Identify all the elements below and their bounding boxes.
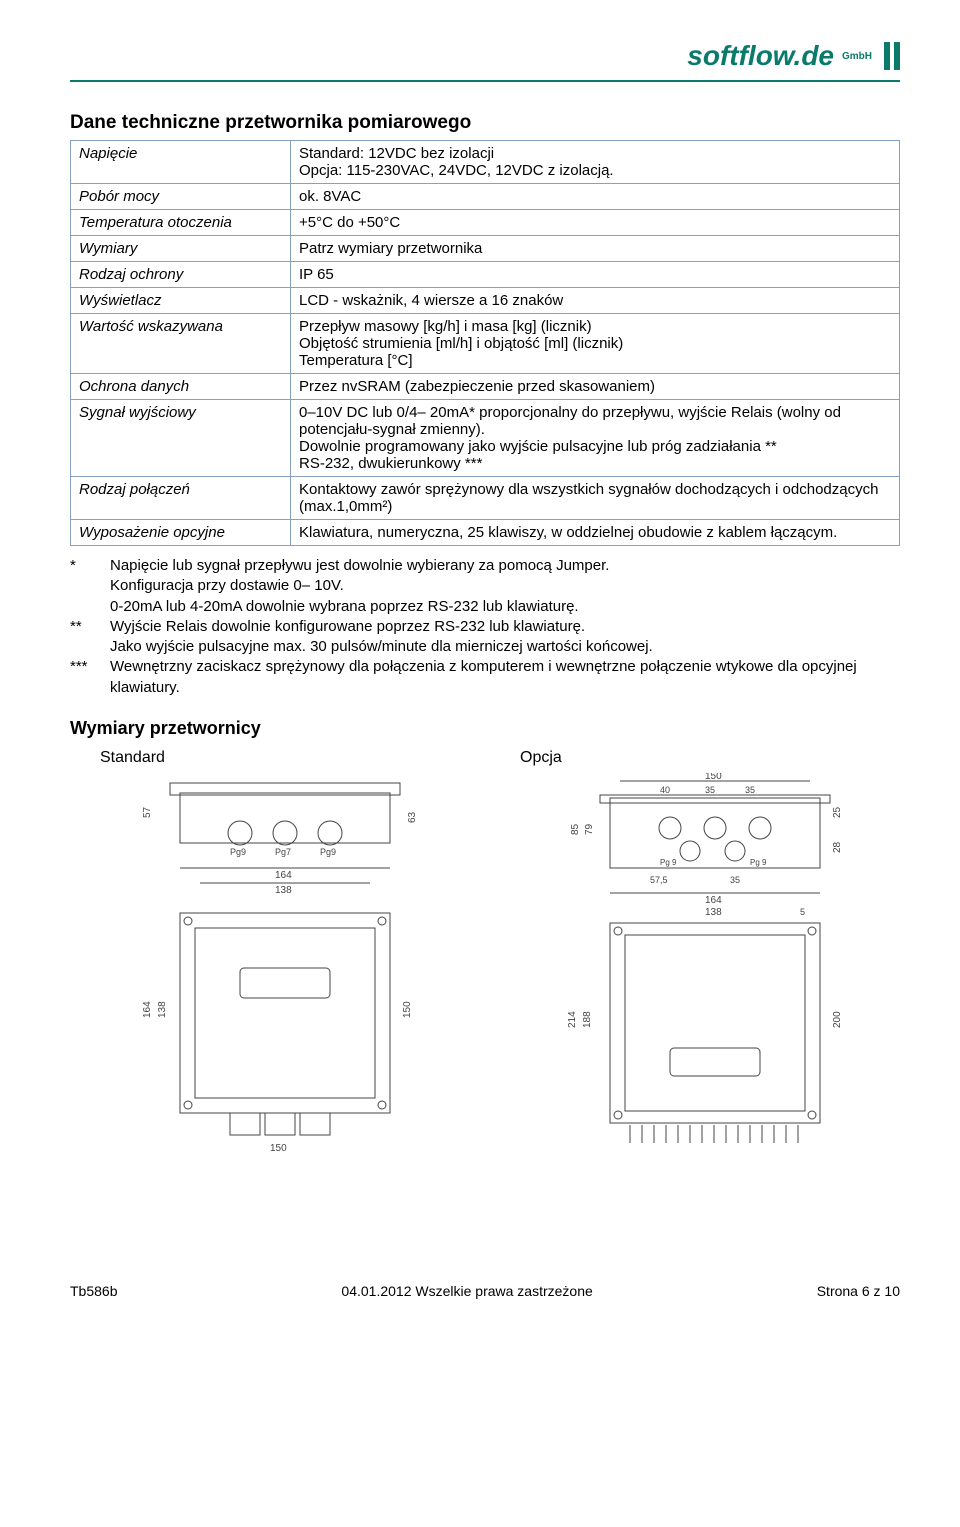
svg-text:150: 150 [270, 1143, 287, 1153]
table-row: Wyposażenie opcyjneKlawiatura, numeryczn… [71, 520, 900, 546]
table-row: Ochrona danychPrzez nvSRAM (zabezpieczen… [71, 374, 900, 400]
spec-value: LCD - wskażnik, 4 wiersze a 16 znaków [291, 288, 900, 314]
svg-text:214: 214 [567, 1011, 578, 1028]
page-content: softflow.de GmbH Dane techniczne przetwo… [0, 0, 960, 1183]
svg-text:85: 85 [570, 823, 581, 835]
spec-label: Wymiary [71, 236, 291, 262]
technical-drawing-icon: 150 40 35 35 85 79 25 28 Pg 9 Pg [520, 773, 900, 1153]
svg-text:150: 150 [705, 773, 722, 782]
logo-bars-icon [884, 42, 900, 70]
header-rule [70, 80, 900, 82]
svg-text:188: 188 [582, 1011, 593, 1028]
footer-left: Tb586b [70, 1283, 117, 1299]
specs-table: NapięcieStandard: 12VDC bez izolacji Opc… [70, 140, 900, 546]
svg-text:164: 164 [275, 870, 292, 881]
svg-text:138: 138 [705, 907, 722, 918]
page-header: softflow.de GmbH [70, 40, 900, 72]
footer-right: Strona 6 z 10 [817, 1283, 900, 1299]
svg-text:35: 35 [705, 785, 715, 795]
note-text: Konfiguracja przy dostawie 0– 10V. [70, 576, 900, 596]
table-row: Rodzaj ochronyIP 65 [71, 262, 900, 288]
spec-label: Pobór mocy [71, 184, 291, 210]
svg-text:35: 35 [730, 875, 740, 885]
spec-label: Rodzaj połączeń [71, 477, 291, 520]
note-marker: *** [70, 657, 110, 698]
page-footer: Tb586b 04.01.2012 Wszelkie prawa zastrze… [0, 1283, 960, 1329]
drawing-label: Standard [100, 749, 480, 767]
svg-text:164: 164 [142, 1001, 153, 1018]
svg-text:200: 200 [832, 1011, 843, 1028]
svg-text:35: 35 [745, 785, 755, 795]
svg-text:Pg9: Pg9 [230, 847, 246, 857]
table-row: NapięcieStandard: 12VDC bez izolacji Opc… [71, 141, 900, 184]
spec-value: 0–10V DC lub 0/4– 20mA* proporcjonalny d… [291, 400, 900, 477]
footnotes: *Napięcie lub sygnał przepływu jest dowo… [70, 556, 900, 698]
table-row: Rodzaj połączeńKontaktowy zawór sprężyno… [71, 477, 900, 520]
spec-label: Wartość wskazywana [71, 314, 291, 374]
spec-label: Rodzaj ochrony [71, 262, 291, 288]
note-marker: * [70, 556, 110, 576]
drawing-figure: 57 63 Pg9 Pg7 Pg9 164 138 [100, 773, 480, 1153]
note-text: Wyjście Relais dowolnie konfigurowane po… [110, 617, 585, 637]
spec-label: Napięcie [71, 141, 291, 184]
footer-center: 04.01.2012 Wszelkie prawa zastrzeżone [341, 1283, 592, 1299]
drawing-figure: 150 40 35 35 85 79 25 28 Pg 9 Pg [520, 773, 900, 1153]
logo-text: softflow.de [687, 40, 834, 72]
note-text: Jako wyjście pulsacyjne max. 30 pulsów/m… [70, 637, 900, 657]
spec-value: Standard: 12VDC bez izolacji Opcja: 115-… [291, 141, 900, 184]
spec-value: IP 65 [291, 262, 900, 288]
drawings-title: Wymiary przetwornicy [70, 718, 900, 739]
svg-text:57,5: 57,5 [650, 875, 668, 885]
section-title: Dane techniczne przetwornika pomiarowego [70, 112, 900, 134]
drawing-label: Opcja [520, 749, 900, 767]
svg-text:150: 150 [402, 1001, 413, 1018]
table-row: WyświetlaczLCD - wskażnik, 4 wiersze a 1… [71, 288, 900, 314]
spec-value: Klawiatura, numeryczna, 25 klawiszy, w o… [291, 520, 900, 546]
drawings-row: Standard 57 63 Pg9 Pg7 Pg9 164 [70, 749, 900, 1153]
svg-text:Pg9: Pg9 [320, 847, 336, 857]
note-marker: ** [70, 617, 110, 637]
spec-value: Patrz wymiary przetwornika [291, 236, 900, 262]
svg-text:Pg7: Pg7 [275, 847, 291, 857]
table-row: Wartość wskazywanaPrzepływ masowy [kg/h]… [71, 314, 900, 374]
table-row: Pobór mocyok. 8VAC [71, 184, 900, 210]
spec-value: Przepływ masowy [kg/h] i masa [kg] (licz… [291, 314, 900, 374]
logo-suffix: GmbH [842, 51, 872, 62]
spec-label: Temperatura otoczenia [71, 210, 291, 236]
table-row: WymiaryPatrz wymiary przetwornika [71, 236, 900, 262]
svg-text:5: 5 [800, 907, 805, 917]
drawing-standard: Standard 57 63 Pg9 Pg7 Pg9 164 [100, 749, 480, 1153]
svg-text:63: 63 [407, 811, 418, 823]
table-row: Temperatura otoczenia+5°C do +50°C [71, 210, 900, 236]
svg-text:40: 40 [660, 785, 670, 795]
spec-value: Kontaktowy zawór sprężynowy dla wszystki… [291, 477, 900, 520]
note-text: Napięcie lub sygnał przepływu jest dowol… [110, 556, 609, 576]
spec-label: Wyposażenie opcyjne [71, 520, 291, 546]
note-text: 0-20mA lub 4-20mA dowolnie wybrana poprz… [70, 597, 900, 617]
table-row: Sygnał wyjściowy0–10V DC lub 0/4– 20mA* … [71, 400, 900, 477]
spec-value: ok. 8VAC [291, 184, 900, 210]
svg-text:79: 79 [584, 823, 595, 835]
spec-value: Przez nvSRAM (zabezpieczenie przed skaso… [291, 374, 900, 400]
svg-text:138: 138 [275, 885, 292, 896]
svg-text:164: 164 [705, 895, 722, 906]
spec-label: Wyświetlacz [71, 288, 291, 314]
technical-drawing-icon: 57 63 Pg9 Pg7 Pg9 164 138 [100, 773, 480, 1153]
svg-text:Pg 9: Pg 9 [660, 858, 677, 867]
svg-text:57: 57 [142, 806, 153, 818]
svg-text:Pg 9: Pg 9 [750, 858, 767, 867]
spec-label: Ochrona danych [71, 374, 291, 400]
svg-text:25: 25 [832, 806, 843, 818]
spec-value: +5°C do +50°C [291, 210, 900, 236]
drawing-opcja: Opcja 150 40 35 35 85 79 [520, 749, 900, 1153]
svg-text:28: 28 [832, 841, 843, 853]
spec-label: Sygnał wyjściowy [71, 400, 291, 477]
svg-text:138: 138 [157, 1001, 168, 1018]
note-text: Wewnętrzny zaciskacz sprężynowy dla połą… [110, 657, 900, 698]
